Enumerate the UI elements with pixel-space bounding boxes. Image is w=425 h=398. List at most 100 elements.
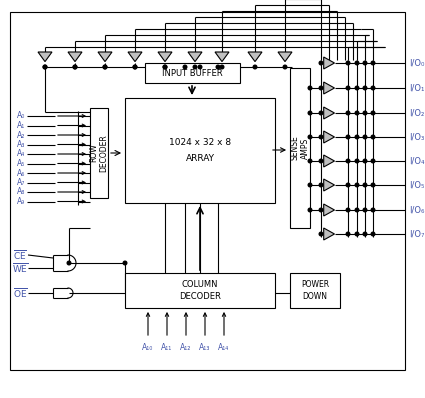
Text: A₁₄: A₁₄ bbox=[218, 343, 230, 353]
Polygon shape bbox=[215, 52, 229, 62]
Circle shape bbox=[363, 232, 367, 236]
Circle shape bbox=[319, 86, 323, 90]
Circle shape bbox=[371, 159, 375, 163]
Circle shape bbox=[319, 111, 323, 115]
Circle shape bbox=[355, 183, 359, 187]
Circle shape bbox=[319, 159, 323, 163]
Circle shape bbox=[346, 111, 350, 115]
Circle shape bbox=[371, 183, 375, 187]
Text: I/O₄: I/O₄ bbox=[409, 156, 425, 166]
Text: POWER: POWER bbox=[301, 280, 329, 289]
Circle shape bbox=[363, 111, 367, 115]
Circle shape bbox=[363, 159, 367, 163]
Circle shape bbox=[371, 86, 375, 90]
Circle shape bbox=[363, 208, 367, 212]
Polygon shape bbox=[188, 52, 202, 62]
Polygon shape bbox=[98, 52, 112, 62]
Circle shape bbox=[220, 65, 224, 69]
Circle shape bbox=[308, 135, 312, 139]
Circle shape bbox=[163, 65, 167, 69]
Bar bbox=[290, 68, 310, 228]
Polygon shape bbox=[248, 52, 262, 62]
Text: DOWN: DOWN bbox=[303, 292, 328, 301]
Bar bbox=[125, 273, 275, 308]
Polygon shape bbox=[324, 131, 334, 143]
Circle shape bbox=[133, 65, 137, 69]
Polygon shape bbox=[324, 179, 334, 191]
Circle shape bbox=[308, 111, 312, 115]
Text: A₅: A₅ bbox=[17, 159, 25, 168]
Circle shape bbox=[43, 65, 47, 69]
Circle shape bbox=[67, 261, 71, 265]
Text: A₉: A₉ bbox=[17, 197, 25, 206]
Polygon shape bbox=[324, 155, 334, 167]
Polygon shape bbox=[324, 107, 334, 119]
Text: A₂: A₂ bbox=[17, 131, 25, 140]
Text: A₀: A₀ bbox=[17, 111, 25, 121]
Circle shape bbox=[73, 65, 77, 69]
Text: ROW
DECODER: ROW DECODER bbox=[89, 134, 109, 172]
Circle shape bbox=[371, 61, 375, 65]
Circle shape bbox=[193, 65, 197, 69]
Circle shape bbox=[319, 232, 323, 236]
Polygon shape bbox=[324, 82, 334, 94]
Circle shape bbox=[319, 183, 323, 187]
Text: I/O₃: I/O₃ bbox=[409, 133, 424, 142]
Text: I/O₇: I/O₇ bbox=[409, 230, 425, 238]
Circle shape bbox=[283, 65, 287, 69]
Text: A₄: A₄ bbox=[17, 150, 25, 158]
Text: SENSE
AMPS: SENSE AMPS bbox=[290, 136, 310, 160]
Circle shape bbox=[355, 159, 359, 163]
Circle shape bbox=[355, 86, 359, 90]
Circle shape bbox=[371, 208, 375, 212]
Circle shape bbox=[308, 183, 312, 187]
Polygon shape bbox=[324, 228, 334, 240]
Circle shape bbox=[43, 65, 47, 69]
Text: A₁₂: A₁₂ bbox=[180, 343, 192, 353]
Circle shape bbox=[163, 65, 167, 69]
Circle shape bbox=[371, 232, 375, 236]
Text: A₈: A₈ bbox=[17, 187, 25, 197]
Polygon shape bbox=[324, 204, 334, 216]
Polygon shape bbox=[324, 57, 334, 69]
Text: A₇: A₇ bbox=[17, 178, 25, 187]
Polygon shape bbox=[68, 52, 82, 62]
Circle shape bbox=[253, 65, 257, 69]
Circle shape bbox=[198, 65, 202, 69]
Polygon shape bbox=[38, 52, 52, 62]
Circle shape bbox=[355, 111, 359, 115]
Bar bbox=[10, 12, 405, 370]
Circle shape bbox=[308, 208, 312, 212]
Circle shape bbox=[346, 61, 350, 65]
Circle shape bbox=[371, 111, 375, 115]
Circle shape bbox=[133, 65, 137, 69]
Circle shape bbox=[73, 65, 77, 69]
Circle shape bbox=[216, 65, 220, 69]
Text: $\overline{\rm WE}$: $\overline{\rm WE}$ bbox=[12, 261, 28, 275]
Circle shape bbox=[346, 183, 350, 187]
Polygon shape bbox=[158, 52, 172, 62]
Text: I/O₂: I/O₂ bbox=[409, 109, 424, 117]
Circle shape bbox=[355, 232, 359, 236]
Circle shape bbox=[363, 61, 367, 65]
Circle shape bbox=[319, 208, 323, 212]
Circle shape bbox=[183, 65, 187, 69]
Circle shape bbox=[355, 61, 359, 65]
Circle shape bbox=[346, 232, 350, 236]
Circle shape bbox=[346, 86, 350, 90]
Circle shape bbox=[346, 159, 350, 163]
Circle shape bbox=[346, 208, 350, 212]
Text: A₃: A₃ bbox=[17, 140, 25, 149]
Text: INPUT BUFFER: INPUT BUFFER bbox=[162, 68, 223, 78]
Polygon shape bbox=[278, 52, 292, 62]
Text: $\overline{\rm OE}$: $\overline{\rm OE}$ bbox=[13, 286, 27, 300]
Circle shape bbox=[363, 183, 367, 187]
Circle shape bbox=[363, 135, 367, 139]
Circle shape bbox=[319, 135, 323, 139]
Text: DECODER: DECODER bbox=[179, 292, 221, 301]
Text: A₆: A₆ bbox=[17, 168, 25, 178]
Text: A₁: A₁ bbox=[17, 121, 25, 130]
Circle shape bbox=[355, 208, 359, 212]
Circle shape bbox=[319, 61, 323, 65]
Bar bbox=[125, 98, 275, 203]
